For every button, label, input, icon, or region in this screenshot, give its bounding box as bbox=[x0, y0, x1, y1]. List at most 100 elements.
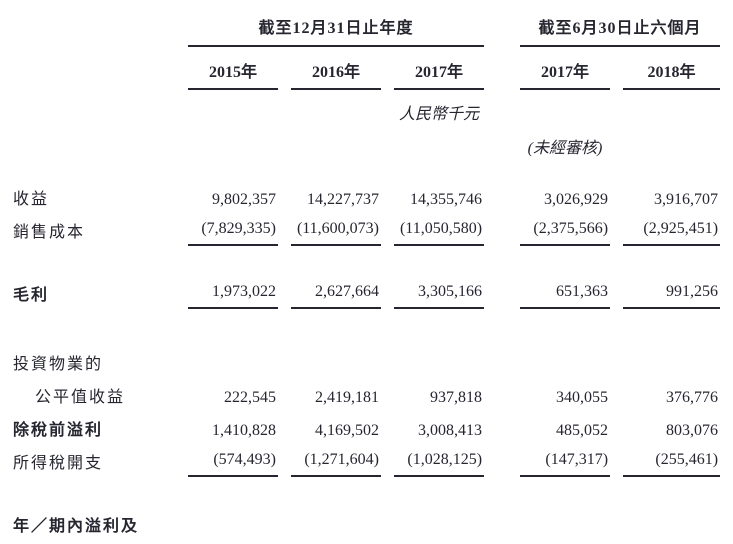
value-cell: (574,493) bbox=[188, 444, 278, 477]
table-row-profit-before-tax: 除稅前溢利 1,410,828 4,169,502 3,008,413 485,… bbox=[13, 411, 720, 444]
spacer-cell bbox=[623, 507, 720, 540]
value-cell: (1,028,125) bbox=[394, 444, 485, 477]
spacer-cell bbox=[623, 90, 720, 126]
spacer-cell bbox=[520, 345, 610, 378]
table-row-income-tax-expense: 所得稅開支 (574,493) (1,271,604) (1,028,125) … bbox=[13, 444, 721, 477]
value-cell: 547,615 bbox=[623, 540, 720, 544]
table-row-total-comprehensive-income: 全面收入總額 836,335 2,897,898 1,980,288 337,7… bbox=[13, 540, 720, 544]
row-label: 全面收入總額 bbox=[13, 540, 175, 544]
year-header-2018-interim: 2018年 bbox=[623, 47, 721, 90]
value-cell: 2,627,664 bbox=[291, 276, 381, 309]
spacer-cell bbox=[188, 126, 278, 160]
value-cell: 836,335 bbox=[188, 540, 278, 544]
spacer-cell bbox=[497, 180, 507, 213]
spacer-cell bbox=[394, 126, 484, 160]
year-header-2017: 2017年 bbox=[394, 47, 485, 90]
unaudited-note: (未經審核) bbox=[527, 140, 603, 157]
value-cell: (2,925,451) bbox=[623, 213, 721, 246]
spacer-cell bbox=[623, 345, 720, 378]
spacer-row bbox=[13, 160, 720, 180]
value-cell: 1,973,022 bbox=[188, 276, 278, 309]
value-cell: (1,271,604) bbox=[291, 444, 381, 477]
value-cell: 485,052 bbox=[556, 422, 609, 439]
value-cell: 1,980,288 bbox=[394, 540, 484, 544]
row-label: 所得稅開支 bbox=[13, 455, 104, 472]
spacer-row bbox=[13, 246, 720, 276]
value-cell: 337,735 bbox=[520, 540, 610, 544]
value-cell: 3,008,413 bbox=[418, 422, 483, 439]
row-label: 除稅前溢利 bbox=[13, 422, 104, 439]
table-row-cost-of-sales: 銷售成本 (7,829,335) (11,600,073) (11,050,58… bbox=[13, 213, 721, 246]
value-cell: 9,802,357 bbox=[212, 191, 276, 208]
spacer-cell bbox=[188, 507, 278, 540]
spacer-cell bbox=[291, 345, 381, 378]
value-cell: (2,375,566) bbox=[520, 213, 611, 246]
spacer-cell bbox=[291, 126, 381, 160]
value-cell: (11,600,073) bbox=[291, 213, 381, 246]
value-cell: (11,050,580) bbox=[394, 213, 485, 246]
period-group-row: 截至12月31日止年度 截至6月30日止六個月 bbox=[13, 10, 721, 47]
value-cell: 222,545 bbox=[224, 389, 276, 406]
spacer-cell bbox=[623, 126, 720, 160]
unit-note: 人民幣千元 bbox=[399, 106, 480, 123]
spacer-cell bbox=[394, 507, 484, 540]
value-cell: 3,026,929 bbox=[544, 191, 609, 208]
spacer-cell bbox=[497, 540, 507, 544]
spacer-row bbox=[13, 477, 720, 507]
value-cell: 14,227,737 bbox=[307, 191, 379, 208]
spacer-cell bbox=[497, 90, 507, 126]
year-header-2015: 2015年 bbox=[188, 47, 278, 90]
spacer-cell bbox=[188, 345, 278, 378]
value-cell: 991,256 bbox=[623, 276, 721, 309]
value-cell: 651,363 bbox=[520, 276, 611, 309]
spacer-cell bbox=[13, 10, 175, 47]
table-row-investment-properties-label: 投資物業的 bbox=[13, 345, 720, 378]
spacer-cell bbox=[497, 444, 507, 477]
row-label: 毛利 bbox=[13, 287, 50, 304]
spacer-cell bbox=[497, 126, 507, 160]
row-label: 收益 bbox=[13, 191, 50, 208]
spacer-cell bbox=[13, 90, 175, 126]
value-cell: 14,355,746 bbox=[410, 191, 483, 208]
spacer-cell bbox=[291, 507, 381, 540]
spacer-cell bbox=[497, 345, 507, 378]
row-label: 銷售成本 bbox=[13, 224, 86, 241]
spacer-cell bbox=[497, 10, 507, 47]
spacer-cell bbox=[497, 507, 507, 540]
spacer-cell bbox=[497, 378, 507, 411]
spacer-cell bbox=[497, 411, 507, 444]
year-header-2017-interim: 2017年 bbox=[520, 47, 611, 90]
spacer-cell bbox=[13, 126, 175, 160]
year-header-2016: 2016年 bbox=[291, 47, 381, 90]
spacer-cell bbox=[497, 47, 507, 90]
value-cell: 340,055 bbox=[556, 389, 609, 406]
value-cell: 937,818 bbox=[430, 389, 483, 406]
value-cell: (255,461) bbox=[623, 444, 721, 477]
row-label: 投資物業的 bbox=[13, 356, 104, 373]
value-cell: 376,776 bbox=[666, 389, 719, 406]
spacer-cell bbox=[394, 345, 484, 378]
value-cell: (147,317) bbox=[520, 444, 611, 477]
spacer-cell bbox=[291, 90, 381, 126]
row-label: 公平值收益 bbox=[35, 389, 126, 406]
spacer-cell bbox=[520, 507, 610, 540]
spacer-cell bbox=[497, 213, 507, 246]
value-cell: 4,169,502 bbox=[315, 422, 379, 439]
value-cell: 2,897,898 bbox=[291, 540, 381, 544]
spacer-cell bbox=[497, 276, 507, 309]
unit-note-row: 人民幣千元 bbox=[13, 90, 720, 126]
spacer-cell bbox=[13, 47, 175, 90]
spacer-row bbox=[13, 309, 720, 345]
table-row-gross-profit: 毛利 1,973,022 2,627,664 3,305,166 651,363… bbox=[13, 276, 721, 309]
row-label: 年／期內溢利及 bbox=[13, 518, 140, 535]
value-cell: 1,410,828 bbox=[212, 422, 276, 439]
spacer-cell bbox=[188, 90, 278, 126]
table-row-total-comprehensive-label: 年／期內溢利及 bbox=[13, 507, 720, 540]
table-row-revenue: 收益 9,802,357 14,227,737 14,355,746 3,026… bbox=[13, 180, 720, 213]
financial-summary-table: 截至12月31日止年度 截至6月30日止六個月 2015年 2016年 2017… bbox=[0, 10, 733, 544]
period-group-interim: 截至6月30日止六個月 bbox=[520, 10, 721, 47]
value-cell: (7,829,335) bbox=[188, 213, 278, 246]
year-header-row: 2015年 2016年 2017年 2017年 2018年 bbox=[13, 47, 721, 90]
spacer-cell bbox=[520, 90, 610, 126]
